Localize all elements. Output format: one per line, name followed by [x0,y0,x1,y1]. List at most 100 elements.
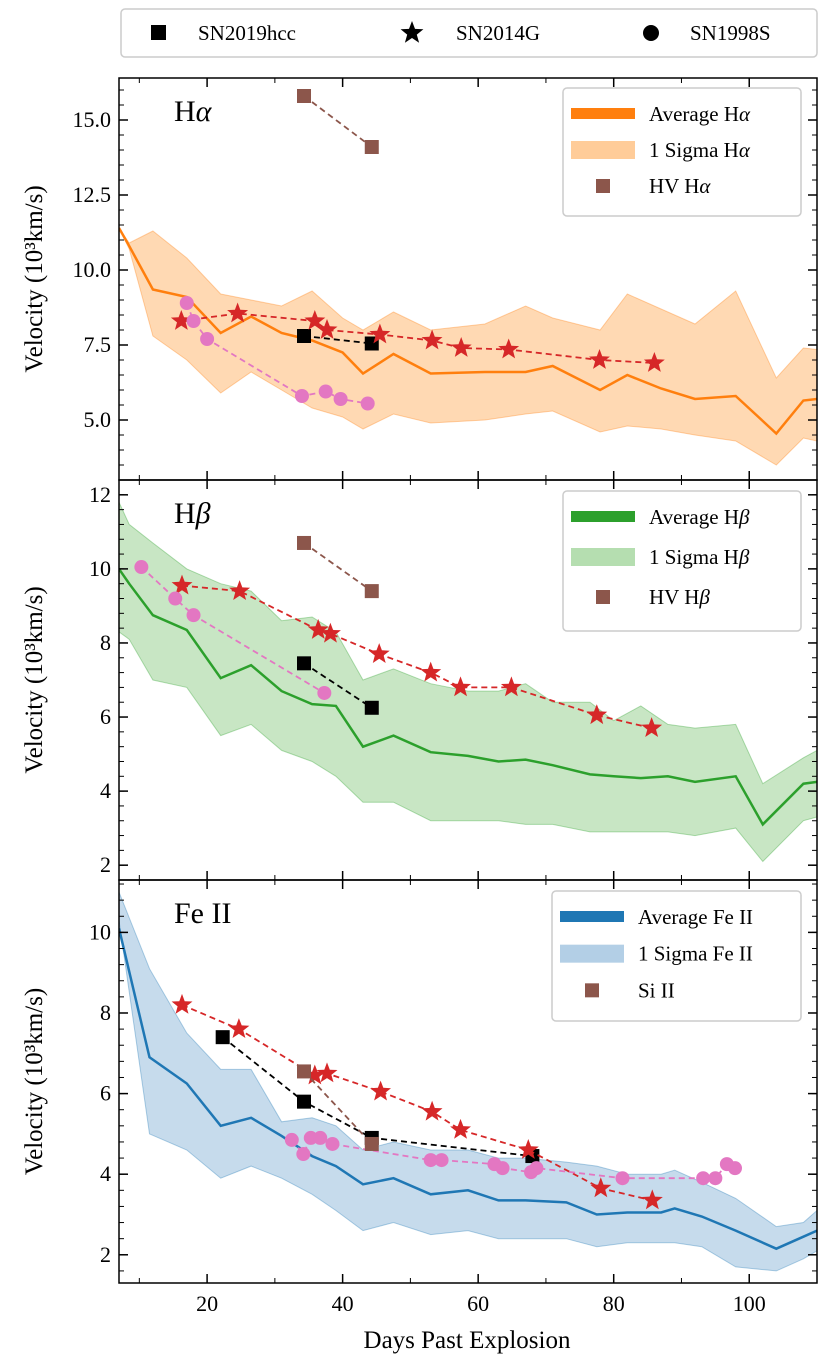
series-line [140,566,325,694]
series-sn1998s [284,1130,743,1186]
sn1998s-legend-marker [643,25,659,41]
square-marker [364,584,379,599]
series-line [303,95,373,148]
square-marker [297,656,312,671]
series-hv-h- [297,89,379,154]
panel-3: 2 4 6 8 10 Velocity (10³km/s) Fe II Average Fe … [21,879,818,1284]
series-line [222,1036,533,1157]
star-marker [227,302,249,323]
circle-marker [728,1161,743,1176]
square-marker [297,89,312,103]
star-marker [641,717,663,737]
panels: 5.0 7.5 10.0 12.5 15.0 Velocity (10³km/s) Hα Av… [21,77,818,1316]
series-line [303,662,373,709]
y-tick-label: 4 [100,1161,111,1186]
star-marker [589,349,610,369]
star-marker [450,676,471,697]
star-marker [307,619,329,639]
y-tick-label: 10 [89,556,111,581]
circle-marker [333,392,348,406]
sn1998s-legend-label: SN1998S [690,21,771,45]
series-line [303,542,373,592]
y-tick-label: 6 [100,704,111,729]
panel-legend: Average Hα 1 Sigma Hα HV Hα [562,87,802,217]
series-sn1998s [179,296,375,411]
circle-marker [423,1153,438,1168]
circle-marker [325,1136,340,1151]
star-marker [586,704,608,725]
circle-marker [294,389,309,403]
legend-label: Average Fe II [638,905,753,929]
x-tick-label: 80 [603,1291,625,1316]
y-tick-label: 5.0 [84,407,112,432]
circle-marker [495,1161,510,1176]
plot-area [119,501,817,863]
legend-label: Si II [638,978,675,1002]
star-marker [228,1018,250,1038]
square-marker [297,1094,312,1109]
panel-2: 2 4 6 8 10 12 Velocity (10³km/s) Hβ Average Hβ 1 … [21,479,818,881]
y-tick-label: 7.5 [84,332,112,357]
star-marker [320,622,341,643]
sn2019hcc-legend-label: SN2019hcc [198,21,296,45]
sn2019hcc-legend-marker [151,25,166,40]
star-marker [368,643,390,663]
star-marker [316,1062,338,1083]
axes-frame [118,879,818,1284]
star-marker [370,1080,391,1101]
legend-handle-square [596,179,610,193]
square-marker [297,535,312,550]
star-marker [421,329,443,350]
star-marker [369,323,391,344]
legend-handle-square [585,983,599,998]
circle-marker [318,384,333,399]
circle-marker [296,1147,311,1162]
series-line [303,1070,373,1145]
circle-marker [200,332,215,346]
series-sn2019hcc [297,656,379,715]
legend-handle-line [560,911,624,922]
panel-title: Fe II [174,897,231,930]
panel-1: 5.0 7.5 10.0 12.5 15.0 Velocity (10³km/s) Hα Av… [21,77,818,481]
legend-label: 1 Sigma Hα [649,138,751,162]
top-legend: SN2019hcc SN2014G SN1998S [120,8,818,58]
circle-marker [284,1132,299,1147]
star-marker [420,661,442,682]
y-tick-label: 12.5 [73,182,112,207]
x-tick-labels: 20 40 60 80 100 [196,1291,766,1316]
x-axis-label: Days Past Explosion [364,1327,571,1354]
y-axis-label: Velocity (10³km/s) [21,185,48,372]
legend-handle-band [571,141,635,159]
star-marker [450,1118,471,1139]
x-tick-label: 60 [467,1291,489,1316]
average-line [119,227,817,436]
circle-marker [615,1171,630,1186]
sigma-band [119,501,817,863]
series-hv-h- [297,535,379,599]
star-marker [170,310,192,330]
legend-label: Average Hα [649,102,751,126]
plot-area [119,89,817,466]
square-marker [297,1064,312,1079]
y-tick-label: 8 [100,630,111,655]
circle-marker [186,314,201,328]
x-tick-label: 40 [332,1291,354,1316]
square-marker [364,1136,379,1151]
star-marker [641,1189,663,1210]
series-sn2014g [170,302,665,372]
legend-handle-line [571,511,635,522]
series-line [303,335,372,345]
plot-area [119,891,817,1272]
sigma-band [119,891,817,1272]
series-sn2014g [171,993,663,1210]
star-marker [304,310,326,330]
legend-label: HV Hα [649,174,711,198]
y-tick-label: 2 [100,852,111,877]
legend-handle-band [571,548,635,566]
legend-label: 1 Sigma Hβ [649,545,750,569]
circle-marker [134,560,149,575]
series-line [181,312,655,364]
circle-marker [696,1171,711,1186]
series-si-ii [297,1064,379,1151]
star-marker [304,1064,326,1085]
